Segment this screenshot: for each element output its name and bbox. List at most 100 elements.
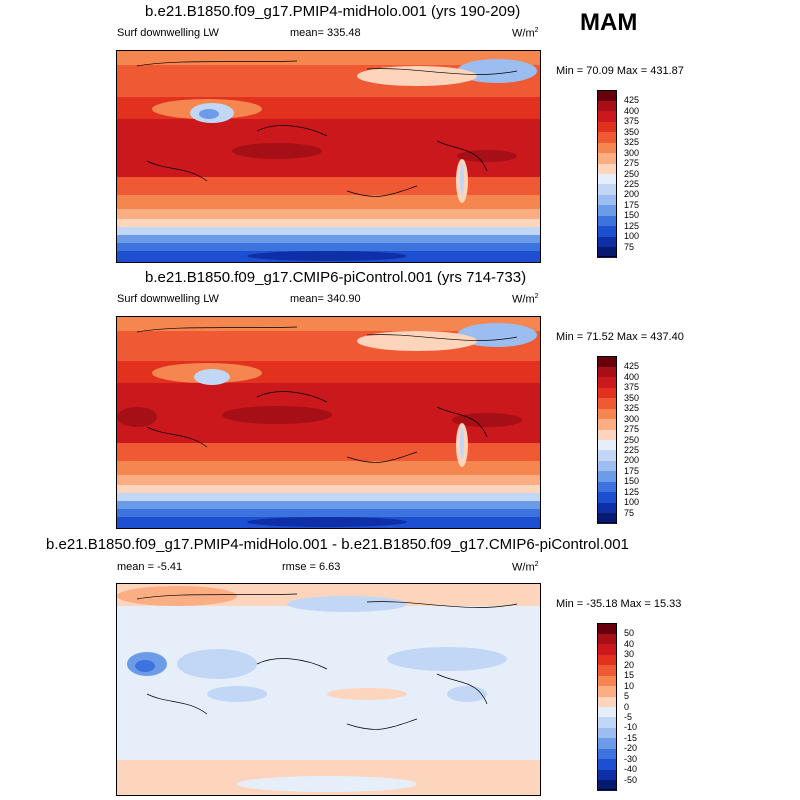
colorbar-cell bbox=[597, 90, 617, 101]
colorbar-level-label: 100 bbox=[624, 497, 640, 508]
colorbar-level-label: 100 bbox=[624, 231, 640, 242]
colorbar-level-label: 350 bbox=[624, 126, 640, 137]
colorbar-level-label: 300 bbox=[624, 147, 640, 158]
colorbar-level-label: 250 bbox=[624, 434, 640, 445]
colorbar-cell bbox=[597, 685, 617, 697]
colorbar-level-label: -5 bbox=[624, 711, 633, 722]
season-label: MAM bbox=[580, 9, 638, 36]
colorbar-cell bbox=[597, 706, 617, 718]
colorbar-cell bbox=[597, 236, 617, 248]
colorbar-level-label: 400 bbox=[624, 105, 640, 116]
panel2-minmax: Min = 71.52 Max = 437.40 bbox=[556, 331, 684, 343]
colorbar-level-label: 75 bbox=[624, 507, 635, 518]
colorbar-level-label: 300 bbox=[624, 413, 640, 424]
colorbar-level-label: 175 bbox=[624, 199, 640, 210]
panel2-min-value: 71.52 bbox=[586, 331, 614, 343]
colorbar-level-label: 0 bbox=[624, 701, 630, 712]
colorbar-cell bbox=[597, 246, 617, 258]
panel2-mean-label: mean= bbox=[290, 293, 324, 305]
colorbar-cell bbox=[597, 623, 617, 634]
colorbar-cell bbox=[597, 643, 617, 655]
colorbar-cell bbox=[597, 748, 617, 760]
colorbar-level-label: 20 bbox=[624, 659, 635, 670]
panel2-units: W/m2 bbox=[512, 293, 539, 306]
colorbar-level-label: 15 bbox=[624, 670, 635, 681]
panel3-colorbar: 50 40 30 20 15 10 5 0 -5 -10 -15 -20 -30 -40 -50 bbox=[597, 623, 637, 791]
panel3-map bbox=[116, 583, 541, 796]
colorbar-level-label: 250 bbox=[624, 168, 640, 179]
panel3-rmse-label: rmse = bbox=[282, 561, 316, 573]
panel1-units-exp: 2 bbox=[534, 27, 539, 34]
colorbar-cell bbox=[597, 152, 617, 164]
colorbar-level-label: 375 bbox=[624, 382, 640, 393]
colorbar-level-label: -40 bbox=[624, 764, 638, 775]
colorbar-cell bbox=[597, 376, 617, 388]
colorbar-cell bbox=[597, 727, 617, 739]
colorbar-level-label: 275 bbox=[624, 158, 640, 169]
colorbar-level-label: 325 bbox=[624, 403, 640, 414]
colorbar-level-label: 75 bbox=[624, 241, 635, 252]
panel3-mean: mean = -5.41 bbox=[117, 561, 182, 573]
panel3-units: W/m2 bbox=[512, 561, 539, 574]
colorbar-cell bbox=[597, 664, 617, 676]
panel3-units-base: W/m bbox=[512, 561, 535, 574]
panel1-max-value: 431.87 bbox=[650, 65, 684, 77]
colorbar-cell bbox=[597, 769, 617, 781]
colorbar-cell bbox=[597, 737, 617, 749]
panel2-colorbar: 425 400 375 350 325 300 275 250 225 200 175 150 125 1… bbox=[597, 356, 639, 524]
panel2-units-base: W/m bbox=[512, 293, 535, 306]
colorbar-cell bbox=[597, 183, 617, 195]
panel2-map bbox=[116, 316, 541, 529]
colorbar-level-label: 325 bbox=[624, 137, 640, 148]
colorbar-cell bbox=[597, 716, 617, 728]
colorbar-cell bbox=[597, 121, 617, 133]
colorbar-level-label: 5 bbox=[624, 691, 630, 702]
panel3-rmse-value: 6.63 bbox=[319, 561, 341, 573]
panel3-minmax: Min = -35.18 Max = 15.33 bbox=[556, 598, 681, 610]
panel2-max-value: 437.40 bbox=[650, 331, 684, 343]
colorbar-cell bbox=[597, 163, 617, 174]
panel3-min-label: Min = bbox=[556, 598, 584, 610]
panel3-title: b.e21.B1850.f09_g17.PMIP4-midHolo.001 - … bbox=[46, 536, 629, 553]
panel1-mean: mean= 335.48 bbox=[290, 27, 361, 39]
colorbar-level-label: 10 bbox=[624, 680, 635, 691]
colorbar-cell bbox=[597, 491, 617, 503]
colorbar-level-label: 40 bbox=[624, 638, 635, 649]
panel2-variable: Surf downwelling LW bbox=[117, 293, 219, 305]
colorbar-level-label: 175 bbox=[624, 465, 640, 476]
colorbar-cell bbox=[597, 215, 617, 227]
colorbar-cell bbox=[597, 100, 617, 112]
colorbar-level-label: 400 bbox=[624, 371, 640, 382]
colorbar-level-label: 125 bbox=[624, 220, 640, 231]
colorbar-level-label: 150 bbox=[624, 210, 640, 221]
colorbar-cell bbox=[597, 397, 617, 409]
panel2-max-label: Max = bbox=[616, 331, 648, 343]
colorbar-cell bbox=[597, 654, 617, 666]
panel2-min-label: Min = bbox=[556, 331, 584, 343]
colorbar-cell bbox=[597, 408, 617, 420]
colorbar-cell bbox=[597, 110, 617, 122]
panel1-min-label: Min = bbox=[556, 65, 584, 77]
panel1-map bbox=[116, 50, 541, 263]
panel1-title: b.e21.B1850.f09_g17.PMIP4-midHolo.001 (y… bbox=[145, 3, 521, 20]
panel3-mean-value: -5.41 bbox=[157, 561, 183, 573]
colorbar-level-label: 375 bbox=[624, 116, 640, 127]
colorbar-level-label: 125 bbox=[624, 486, 640, 497]
colorbar-level-label: 50 bbox=[624, 628, 635, 639]
panel3-max-label: Max = bbox=[620, 598, 651, 610]
colorbar-cell bbox=[597, 779, 617, 791]
panel2-title: b.e21.B1850.f09_g17.CMIP6-piControl.001 … bbox=[145, 269, 527, 286]
panel1-mean-label: mean= bbox=[290, 27, 324, 39]
colorbar-cell bbox=[597, 696, 617, 707]
colorbar-level-label: 150 bbox=[624, 476, 640, 487]
colorbar-cell bbox=[597, 502, 617, 514]
colorbar-level-label: 425 bbox=[624, 361, 640, 372]
colorbar-level-label: -15 bbox=[624, 732, 638, 743]
colorbar-cell bbox=[597, 142, 617, 154]
panel3-max-value: 15.33 bbox=[653, 598, 682, 610]
panel2-mean-value: 340.90 bbox=[327, 293, 361, 305]
colorbar-cell bbox=[597, 675, 617, 687]
colorbar-level-label: 30 bbox=[624, 649, 635, 660]
colorbar-cell bbox=[597, 131, 617, 143]
panel1-mean-value: 335.48 bbox=[327, 27, 361, 39]
